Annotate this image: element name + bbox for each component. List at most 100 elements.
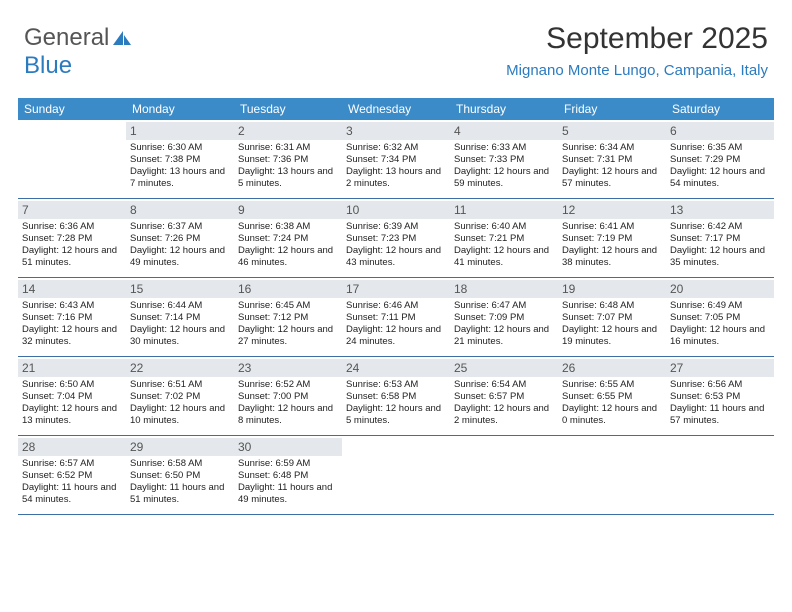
day-number: 14: [18, 280, 126, 298]
week-row: 7 Sunrise: 6:36 AMSunset: 7:28 PMDaylight…: [18, 199, 774, 278]
day-number: 15: [126, 280, 234, 298]
weekday-header: Thursday: [450, 98, 558, 120]
empty-cell: [450, 436, 558, 514]
day-info: Sunrise: 6:49 AMSunset: 7:05 PMDaylight:…: [670, 300, 770, 348]
day-cell: 17 Sunrise: 6:46 AMSunset: 7:11 PMDayligh…: [342, 278, 450, 356]
day-number: 23: [234, 359, 342, 377]
weekday-header: Sunday: [18, 98, 126, 120]
empty-cell: [18, 120, 126, 198]
day-number: 26: [558, 359, 666, 377]
day-number: 21: [18, 359, 126, 377]
location-subtitle: Mignano Monte Lungo, Campania, Italy: [506, 62, 768, 79]
day-info: Sunrise: 6:57 AMSunset: 6:52 PMDaylight:…: [22, 458, 122, 506]
week-row: 28 Sunrise: 6:57 AMSunset: 6:52 PMDayligh…: [18, 436, 774, 515]
brand-sail-icon: [111, 29, 133, 47]
day-cell: 24 Sunrise: 6:53 AMSunset: 6:58 PMDayligh…: [342, 357, 450, 435]
day-cell: 3Sunrise: 6:32 AMSunset: 7:34 PMDaylight…: [342, 120, 450, 198]
day-info: Sunrise: 6:52 AMSunset: 7:00 PMDaylight:…: [238, 379, 338, 427]
week-row: 21Sunrise: 6:50 AMSunset: 7:04 PMDayligh…: [18, 357, 774, 436]
day-number: 27: [666, 359, 774, 377]
calendar: SundayMondayTuesdayWednesdayThursdayFrid…: [18, 98, 774, 515]
day-info: Sunrise: 6:37 AMSunset: 7:26 PMDaylight:…: [130, 221, 230, 269]
weekday-header: Monday: [126, 98, 234, 120]
day-cell: 25 Sunrise: 6:54 AMSunset: 6:57 PMDayligh…: [450, 357, 558, 435]
day-cell: 8 Sunrise: 6:37 AMSunset: 7:26 PMDaylight…: [126, 199, 234, 277]
day-cell: 9 Sunrise: 6:38 AMSunset: 7:24 PMDaylight…: [234, 199, 342, 277]
day-number: 5: [558, 122, 666, 140]
day-cell: 6 Sunrise: 6:35 AMSunset: 7:29 PMDaylight…: [666, 120, 774, 198]
empty-cell: [666, 436, 774, 514]
day-info: Sunrise: 6:30 AMSunset: 7:38 PMDaylight:…: [130, 142, 230, 190]
day-info: Sunrise: 6:54 AMSunset: 6:57 PMDaylight:…: [454, 379, 554, 427]
day-cell: 2 Sunrise: 6:31 AMSunset: 7:36 PMDaylight…: [234, 120, 342, 198]
day-info: Sunrise: 6:47 AMSunset: 7:09 PMDaylight:…: [454, 300, 554, 348]
day-cell: 28 Sunrise: 6:57 AMSunset: 6:52 PMDayligh…: [18, 436, 126, 514]
weekday-header-row: SundayMondayTuesdayWednesdayThursdayFrid…: [18, 98, 774, 120]
day-cell: 15 Sunrise: 6:44 AMSunset: 7:14 PMDayligh…: [126, 278, 234, 356]
day-cell: 29 Sunrise: 6:58 AMSunset: 6:50 PMDayligh…: [126, 436, 234, 514]
weekday-header: Tuesday: [234, 98, 342, 120]
day-number: 2: [234, 122, 342, 140]
brand-logo: General Blue: [24, 24, 133, 80]
day-number: 25: [450, 359, 558, 377]
day-cell: 12 Sunrise: 6:41 AMSunset: 7:19 PMDayligh…: [558, 199, 666, 277]
day-cell: 5Sunrise: 6:34 AMSunset: 7:31 PMDaylight…: [558, 120, 666, 198]
week-row: 1 Sunrise: 6:30 AMSunset: 7:38 PMDaylight…: [18, 120, 774, 199]
day-number: 8: [126, 201, 234, 219]
day-info: Sunrise: 6:41 AMSunset: 7:19 PMDaylight:…: [562, 221, 662, 269]
day-cell: 4 Sunrise: 6:33 AMSunset: 7:33 PMDaylight…: [450, 120, 558, 198]
day-number: 20: [666, 280, 774, 298]
day-cell: 18Sunrise: 6:47 AMSunset: 7:09 PMDayligh…: [450, 278, 558, 356]
day-number: 28: [18, 438, 126, 456]
day-cell: 13Sunrise: 6:42 AMSunset: 7:17 PMDayligh…: [666, 199, 774, 277]
day-info: Sunrise: 6:43 AMSunset: 7:16 PMDaylight:…: [22, 300, 122, 348]
day-number: 16: [234, 280, 342, 298]
day-number: 10: [342, 201, 450, 219]
day-cell: 16 Sunrise: 6:45 AMSunset: 7:12 PMDayligh…: [234, 278, 342, 356]
day-info: Sunrise: 6:35 AMSunset: 7:29 PMDaylight:…: [670, 142, 770, 190]
day-info: Sunrise: 6:38 AMSunset: 7:24 PMDaylight:…: [238, 221, 338, 269]
day-info: Sunrise: 6:46 AMSunset: 7:11 PMDaylight:…: [346, 300, 446, 348]
weeks-container: 1 Sunrise: 6:30 AMSunset: 7:38 PMDaylight…: [18, 120, 774, 515]
brand-part2: Blue: [24, 52, 72, 79]
day-info: Sunrise: 6:58 AMSunset: 6:50 PMDaylight:…: [130, 458, 230, 506]
day-info: Sunrise: 6:40 AMSunset: 7:21 PMDaylight:…: [454, 221, 554, 269]
day-info: Sunrise: 6:51 AMSunset: 7:02 PMDaylight:…: [130, 379, 230, 427]
day-number: 29: [126, 438, 234, 456]
day-number: 30: [234, 438, 342, 456]
weekday-header: Friday: [558, 98, 666, 120]
day-cell: 11Sunrise: 6:40 AMSunset: 7:21 PMDayligh…: [450, 199, 558, 277]
empty-cell: [558, 436, 666, 514]
day-cell: 10 Sunrise: 6:39 AMSunset: 7:23 PMDayligh…: [342, 199, 450, 277]
day-info: Sunrise: 6:53 AMSunset: 6:58 PMDaylight:…: [346, 379, 446, 427]
day-cell: 1 Sunrise: 6:30 AMSunset: 7:38 PMDaylight…: [126, 120, 234, 198]
day-number: 13: [666, 201, 774, 219]
day-info: Sunrise: 6:36 AMSunset: 7:28 PMDaylight:…: [22, 221, 122, 269]
day-info: Sunrise: 6:45 AMSunset: 7:12 PMDaylight:…: [238, 300, 338, 348]
day-number: 24: [342, 359, 450, 377]
day-cell: 14 Sunrise: 6:43 AMSunset: 7:16 PMDayligh…: [18, 278, 126, 356]
day-number: 6: [666, 122, 774, 140]
month-title: September 2025: [506, 22, 768, 56]
weekday-header: Saturday: [666, 98, 774, 120]
day-cell: 22Sunrise: 6:51 AMSunset: 7:02 PMDayligh…: [126, 357, 234, 435]
day-number: 17: [342, 280, 450, 298]
day-number: 7: [18, 201, 126, 219]
day-info: Sunrise: 6:48 AMSunset: 7:07 PMDaylight:…: [562, 300, 662, 348]
day-info: Sunrise: 6:39 AMSunset: 7:23 PMDaylight:…: [346, 221, 446, 269]
day-number: 9: [234, 201, 342, 219]
day-cell: 26Sunrise: 6:55 AMSunset: 6:55 PMDayligh…: [558, 357, 666, 435]
day-cell: 7 Sunrise: 6:36 AMSunset: 7:28 PMDaylight…: [18, 199, 126, 277]
day-info: Sunrise: 6:31 AMSunset: 7:36 PMDaylight:…: [238, 142, 338, 190]
day-number: 4: [450, 122, 558, 140]
day-number: 19: [558, 280, 666, 298]
brand-part1: General: [24, 24, 109, 51]
day-number: 12: [558, 201, 666, 219]
day-info: Sunrise: 6:44 AMSunset: 7:14 PMDaylight:…: [130, 300, 230, 348]
day-cell: 30Sunrise: 6:59 AMSunset: 6:48 PMDayligh…: [234, 436, 342, 514]
day-cell: 20 Sunrise: 6:49 AMSunset: 7:05 PMDayligh…: [666, 278, 774, 356]
weekday-header: Wednesday: [342, 98, 450, 120]
header: September 2025 Mignano Monte Lungo, Camp…: [506, 22, 768, 79]
day-number: 1: [126, 122, 234, 140]
day-info: Sunrise: 6:33 AMSunset: 7:33 PMDaylight:…: [454, 142, 554, 190]
